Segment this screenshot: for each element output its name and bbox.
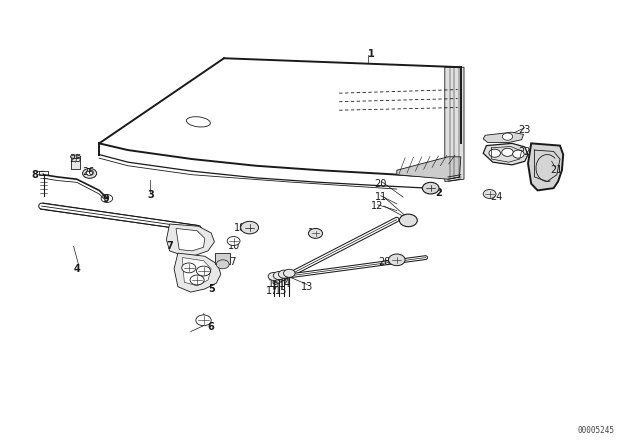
Text: 2: 2 [435,188,442,198]
Text: 23: 23 [518,125,531,135]
Text: 7: 7 [166,241,173,251]
Polygon shape [483,132,524,142]
Circle shape [86,171,93,176]
Polygon shape [176,228,205,251]
Text: 9: 9 [102,194,109,204]
Circle shape [388,254,405,266]
Circle shape [196,266,211,276]
Bar [215,253,230,264]
Text: 00005245: 00005245 [577,426,614,435]
Text: 18: 18 [234,224,246,233]
Circle shape [216,260,229,269]
Text: 28: 28 [378,257,390,267]
Text: 12: 12 [371,201,384,211]
Text: 20: 20 [374,179,387,189]
Circle shape [489,149,500,157]
Text: 27: 27 [224,257,237,267]
Polygon shape [483,143,528,165]
Text: 24: 24 [490,192,502,202]
Text: 6: 6 [208,322,214,332]
Text: 8: 8 [32,170,38,180]
Circle shape [422,182,439,194]
Polygon shape [182,258,211,286]
Text: 11: 11 [374,192,387,202]
Circle shape [502,133,513,140]
Circle shape [273,271,285,280]
Circle shape [101,194,113,202]
Text: 13: 13 [301,282,314,292]
Text: 25: 25 [69,154,82,164]
Text: 10: 10 [227,241,240,251]
Text: 16: 16 [268,280,280,289]
Text: 5: 5 [208,284,214,294]
Bar [71,157,80,169]
Circle shape [190,275,204,285]
Polygon shape [166,224,214,255]
Circle shape [241,221,259,234]
Circle shape [502,148,513,156]
Text: 22: 22 [518,147,531,157]
Polygon shape [397,157,461,179]
Text: 3: 3 [147,190,154,200]
Circle shape [227,237,240,246]
Circle shape [513,150,524,158]
Text: 17: 17 [266,286,278,296]
Circle shape [284,269,295,277]
Text: 21: 21 [550,165,563,175]
Text: 1: 1 [368,49,374,59]
Polygon shape [445,67,464,181]
Circle shape [268,272,280,280]
Ellipse shape [70,155,81,159]
Circle shape [182,263,196,273]
Polygon shape [174,253,221,292]
Text: 14: 14 [278,280,291,289]
Circle shape [278,270,290,278]
Polygon shape [528,143,563,190]
Text: 15: 15 [275,286,288,296]
Circle shape [83,168,97,178]
Circle shape [483,190,496,198]
Circle shape [196,315,211,326]
Text: 19: 19 [307,228,320,238]
Text: 4: 4 [74,264,80,274]
Circle shape [399,214,417,227]
Bar [39,171,48,175]
Circle shape [308,228,323,238]
Text: 26: 26 [82,168,95,177]
